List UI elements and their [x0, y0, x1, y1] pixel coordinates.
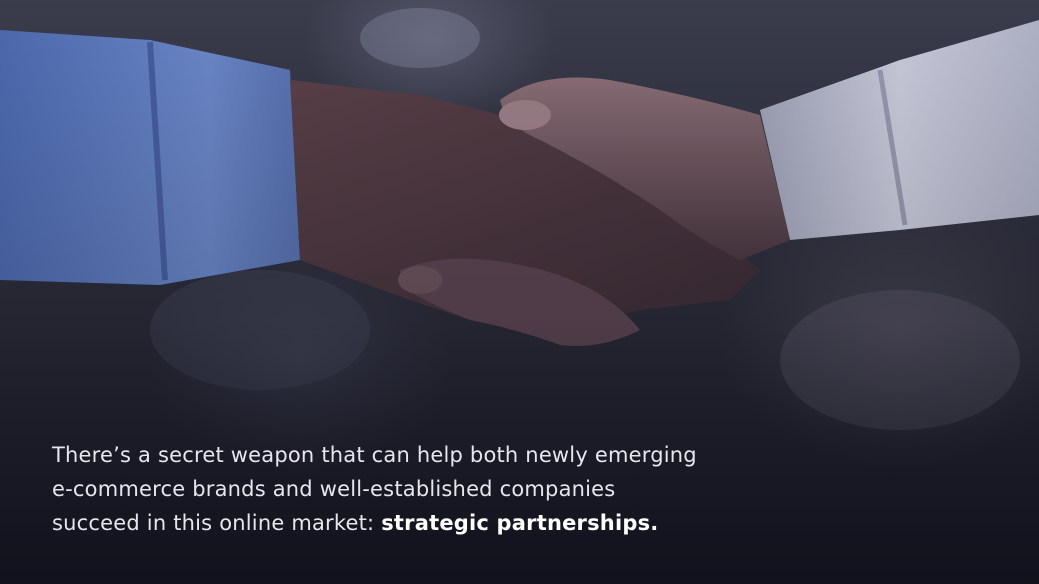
caption-emphasis: strategic partnerships. — [381, 511, 659, 535]
caption-line-2: e-commerce brands and well-established c… — [52, 477, 616, 501]
caption-text: There’s a secret weapon that can help bo… — [52, 438, 772, 540]
caption-line-3: succeed in this online market: strategic… — [52, 506, 772, 540]
caption-line-1: There’s a secret weapon that can help bo… — [52, 443, 697, 467]
caption-line-3-text: succeed in this online market: — [52, 511, 382, 535]
